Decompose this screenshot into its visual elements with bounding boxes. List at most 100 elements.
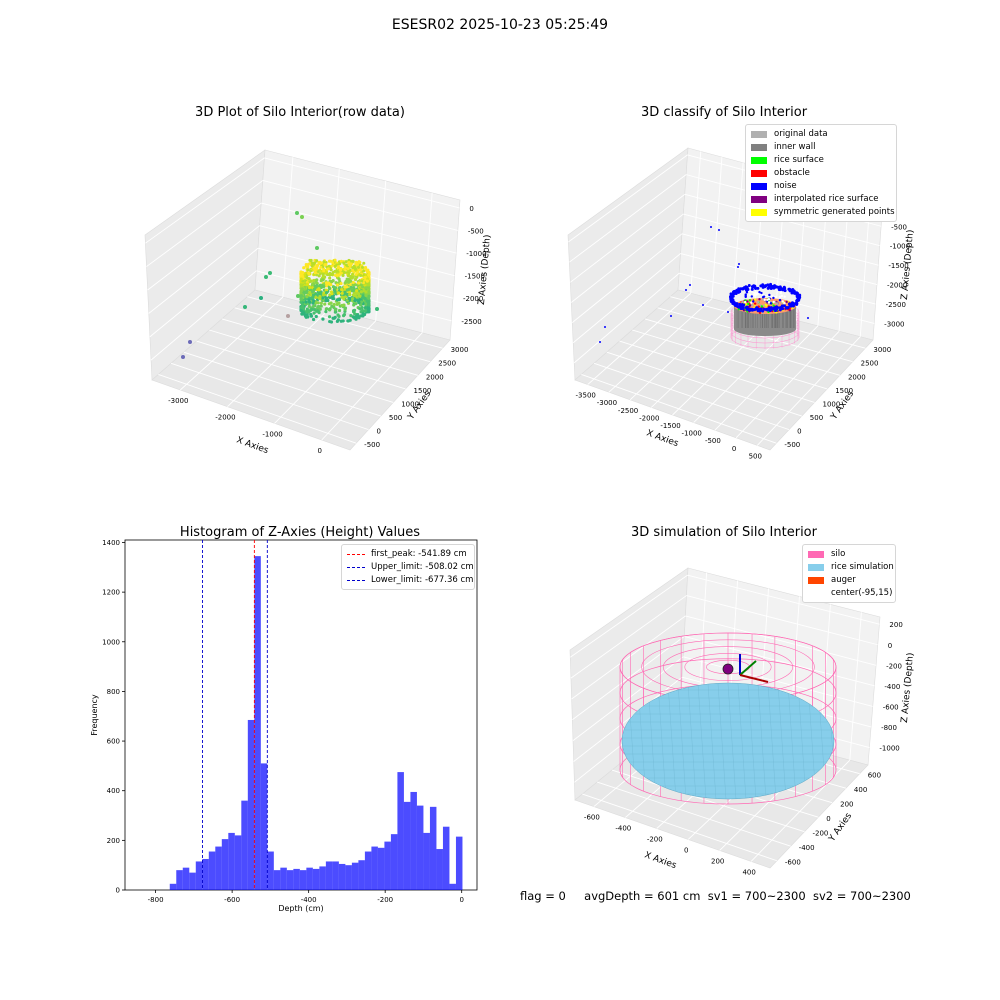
simulation-3d-panel: 3D simulation of Silo Interior -600 -400 -… [569,525,916,876]
classify-noise-point [741,304,745,308]
raw-point [355,298,359,302]
raw-point [299,298,303,302]
classify-noise-point [736,305,740,309]
raw-point [308,258,312,262]
simulation-legend-swatch [808,564,824,571]
histogram-axes: -800 -600 -400 -200 0 0 200 400 600 800 1000 1200 14… [102,539,464,904]
classify-xtick-label: -3000 [597,399,617,407]
raw-point [307,298,311,302]
histogram-xlabel: Depth (cm) [278,904,323,913]
simulation-gridline [849,612,862,761]
classify-gridline [587,292,692,385]
raw-point [317,287,321,291]
classify-noise-point [737,287,741,291]
histogram-bar [247,719,255,890]
raw-point [330,304,334,308]
simulation-xtick-label: 200 [711,857,724,865]
raw-outlier-point [286,314,290,318]
classify-legend-swatch [751,131,767,138]
raw-point [367,294,371,298]
classify-legend-swatch [751,170,767,177]
simulation-ztick-label: -1000 [879,745,899,753]
raw-point [314,314,318,319]
classify-noise-point [758,309,762,313]
simulation-rice-mesh [777,683,787,799]
raw-point [358,298,362,302]
simulation-legend-entry: auger [808,574,890,587]
raw-ytick-label: -500 [364,441,380,449]
histogram-ytick-label: 0 [116,887,120,895]
raw-point [348,318,352,322]
raw-point [343,270,347,274]
classify-noise-point [750,301,753,304]
histogram-ytick-label: 1400 [102,539,120,547]
classify-stray-point [807,317,809,319]
classify-gridline [735,330,840,439]
histogram-title: Histogram of Z-Axies (Height) Values [180,525,420,540]
classify-surface-point [776,302,779,305]
raw-point [330,273,334,277]
raw-ytick-label: 2000 [426,373,444,381]
raw-point [363,309,367,313]
classify-noise-point [771,294,774,298]
raw-gridline [262,180,458,231]
histogram-bar [377,847,385,890]
classify-surface-point [785,300,788,304]
classify-panel-title: 3D classify of Silo Interior [641,105,808,120]
classify-surface-point [750,303,754,307]
histogram-bar [390,834,398,890]
histogram-bar [332,861,339,890]
raw-grid [145,157,460,444]
raw-gridline [221,318,419,376]
simulation-rice-mesh [737,683,747,799]
raw-outlier-point [268,271,272,275]
raw-point [324,291,329,295]
classify-ytick-label: 1500 [835,387,853,395]
raw-point [347,258,351,262]
raw-3d-panel: 3D Plot of Silo Interior(row data) -3000… [144,105,493,456]
classify-noise-point [738,305,742,309]
classify-legend-entry: obstacle [751,167,891,180]
histogram-bar [351,862,359,890]
classify-noise-point [779,291,782,295]
histogram-bar [436,849,443,890]
classify-noise-point [774,296,777,299]
raw-point [333,308,338,312]
raw-point [346,267,350,271]
raw-outlier-point [375,307,379,311]
simulation-xtick-label: 0 [684,846,688,854]
histogram-bar [338,863,346,890]
raw-point [367,306,371,310]
classify-noise-point [750,287,754,291]
classify-noise-point [774,284,778,288]
classify-noise-point [769,302,773,305]
raw-outlier-point [181,355,185,359]
simulation-axis-ticks: -600-400-2000200400-600-400-200020040060… [584,621,903,876]
simulation-gridline [687,574,880,625]
classify-noise-point [783,301,786,305]
raw-point [367,273,371,277]
histogram-bar [345,865,352,890]
raw-point [363,275,367,280]
classify-noise-point [731,298,735,302]
raw-point [327,315,332,319]
raw-point [308,285,312,289]
simulation-rice-mesh [767,683,777,799]
classify-noise-point [753,284,757,288]
simulation-xtick-label: -600 [584,814,600,822]
raw-gridline [149,247,259,338]
raw-point [350,288,354,292]
classify-surface-point [747,302,750,306]
raw-point [306,315,310,319]
histogram-bar [442,826,450,890]
raw-outlier-point [296,294,300,298]
classify-noise-point [751,300,755,303]
classify-ytick-label: 0 [797,428,801,436]
histogram-bar [416,805,424,890]
raw-point [357,281,361,285]
classify-ztick-label: -1000 [890,243,910,251]
raw-point [334,269,338,273]
histogram-bar [325,861,333,890]
raw-point [354,260,358,264]
classify-noise-point [775,305,779,309]
